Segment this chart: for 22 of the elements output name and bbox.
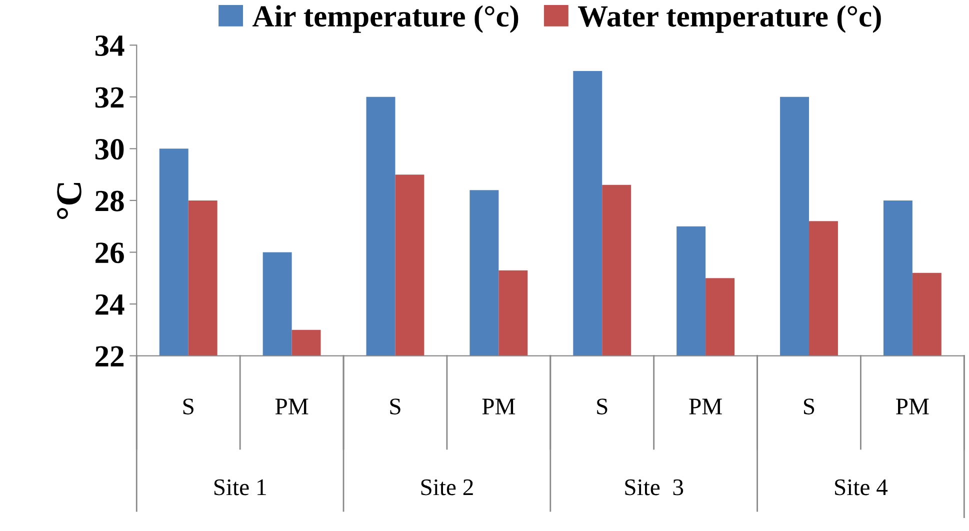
y-tick-label: 32 xyxy=(95,87,124,108)
y-tick-label: 28 xyxy=(96,190,124,212)
y-tick-label: 24 xyxy=(96,294,124,315)
legend-label: Air temperature (°c) xyxy=(252,5,518,33)
x-tick-label: PM xyxy=(482,398,516,414)
x-tick-label: S xyxy=(804,398,814,414)
text: Site 1 xyxy=(214,479,266,496)
y-axis-title: °C xyxy=(57,182,82,219)
x-tick-label: S xyxy=(597,398,608,414)
y-tick-label: 22 xyxy=(96,346,124,366)
x-tick-label: PM xyxy=(689,398,722,414)
text: Site 2 xyxy=(421,479,473,496)
y-tick-label: 26 xyxy=(96,242,124,264)
x-tick-label: PM xyxy=(275,398,308,414)
text: Site 4 xyxy=(835,479,888,496)
x-tick-label: S xyxy=(390,398,400,414)
legend-label: Water temperature (°c) xyxy=(578,5,881,33)
y-tick-label: 34 xyxy=(95,36,124,56)
y-tick-label: 30 xyxy=(95,138,124,160)
text: Site 3 xyxy=(625,479,684,496)
x-tick-label: S xyxy=(183,398,194,414)
x-tick-label: PM xyxy=(896,398,929,414)
